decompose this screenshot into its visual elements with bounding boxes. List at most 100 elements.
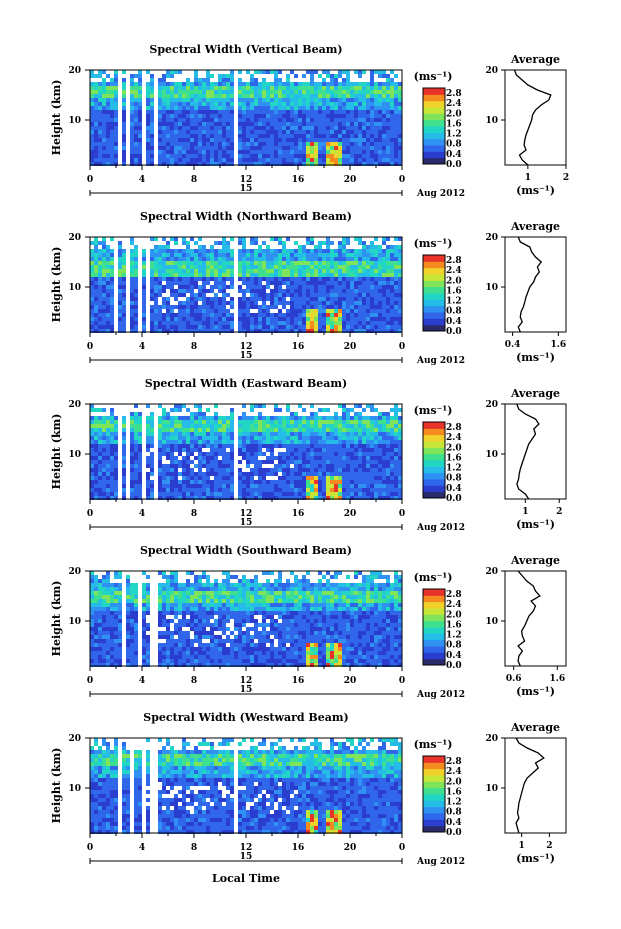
heatmap-cell [262, 404, 266, 408]
heatmap-cell [258, 162, 262, 166]
heatmap-cell [370, 460, 374, 464]
heatmap-cell [278, 102, 282, 106]
heatmap-cell [302, 488, 306, 492]
heatmap-cell [98, 130, 102, 134]
heatmap-cell [286, 253, 290, 257]
heatmap-cell [134, 245, 138, 249]
heatmap-cell [110, 150, 114, 154]
heatmap-cell [122, 484, 126, 488]
colorbar-unit: (ms⁻¹) [414, 404, 453, 417]
heatmap-cell [210, 309, 214, 313]
heatmap-cell [106, 273, 110, 277]
heatmap-cell [386, 114, 390, 118]
heatmap-cell [146, 98, 150, 102]
heatmap-cell [378, 285, 382, 289]
heatmap-cell [286, 317, 290, 321]
heatmap-cell [222, 150, 226, 154]
heatmap-cell [390, 78, 394, 82]
heatmap-cell [206, 130, 210, 134]
heatmap-cell [342, 432, 346, 436]
heatmap-cell [202, 138, 206, 142]
heatmap-cell [350, 98, 354, 102]
heatmap-cell [342, 118, 346, 122]
heatmap-cell [198, 126, 202, 130]
heatmap-cell [170, 98, 174, 102]
heatmap-cell [390, 126, 394, 130]
heatmap-cell [282, 273, 286, 277]
heatmap-cell [266, 118, 270, 122]
heatmap-cell [218, 158, 222, 162]
heatmap-cell [198, 237, 202, 241]
heatmap-cell [398, 98, 402, 102]
heatmap-cell [294, 317, 298, 321]
heatmap-cell [90, 253, 94, 257]
average-x-tick-label: 1 [525, 173, 531, 183]
heatmap-cell [274, 146, 278, 150]
heatmap-cell [370, 428, 374, 432]
heatmap-cell [186, 257, 190, 261]
heatmap-cell [106, 142, 110, 146]
heatmap-cell [122, 313, 126, 317]
heatmap-cell [246, 110, 250, 114]
colorbar-unit: (ms⁻¹) [414, 237, 453, 250]
heatmap-cell [302, 476, 306, 480]
heatmap-cell [362, 420, 366, 424]
heatmap-cell [102, 289, 106, 293]
heatmap-cell [330, 448, 334, 452]
heatmap-cell [130, 114, 134, 118]
heatmap-cell [158, 289, 162, 293]
heatmap-cell [158, 102, 162, 106]
heatmap-cell [394, 74, 398, 78]
heatmap-cell [174, 70, 178, 74]
heatmap-cell [382, 317, 386, 321]
heatmap-cell [110, 428, 114, 432]
heatmap-cell [162, 301, 166, 305]
heatmap-cell [330, 118, 334, 122]
heatmap-cell [306, 309, 310, 313]
heatmap-cell [386, 86, 390, 90]
heatmap-cell [314, 460, 318, 464]
heatmap-cell [174, 130, 178, 134]
heatmap-cell [110, 261, 114, 265]
heatmap-cell [370, 293, 374, 297]
heatmap-cell [130, 102, 134, 106]
heatmap-cell [330, 428, 334, 432]
heatmap-cell [374, 98, 378, 102]
heatmap-cell [246, 484, 250, 488]
heatmap-cell [358, 488, 362, 492]
heatmap-cell [274, 317, 278, 321]
heatmap-cell [102, 273, 106, 277]
heatmap-cell [398, 416, 402, 420]
heatmap-cell [206, 257, 210, 261]
heatmap-cell [230, 82, 234, 86]
heatmap-cell [162, 269, 166, 273]
heatmap-cell [334, 460, 338, 464]
heatmap-cell [378, 496, 382, 500]
heatmap-cell [246, 253, 250, 257]
heatmap-cell [318, 134, 322, 138]
heatmap-cell [270, 154, 274, 158]
heatmap-cell [362, 440, 366, 444]
heatmap-cell [170, 253, 174, 257]
heatmap-cell [286, 325, 290, 329]
heatmap-cell [90, 293, 94, 297]
heatmap-cell [286, 448, 290, 452]
heatmap-cell [382, 126, 386, 130]
heatmap-cell [262, 424, 266, 428]
heatmap-cell [106, 158, 110, 162]
heatmap-cell [302, 325, 306, 329]
heatmap-cell [226, 257, 230, 261]
heatmap-cell [270, 134, 274, 138]
heatmap-cell [278, 70, 282, 74]
heatmap-cell [122, 297, 126, 301]
heatmap-cell [290, 317, 294, 321]
heatmap-cell [262, 444, 266, 448]
heatmap-cell [98, 265, 102, 269]
heatmap-cell [110, 464, 114, 468]
heatmap-cell [138, 146, 142, 150]
heatmap-cell [94, 472, 98, 476]
heatmap-cell [170, 444, 174, 448]
heatmap-cell [166, 158, 170, 162]
heatmap-cell [274, 313, 278, 317]
heatmap-cell [262, 106, 266, 110]
